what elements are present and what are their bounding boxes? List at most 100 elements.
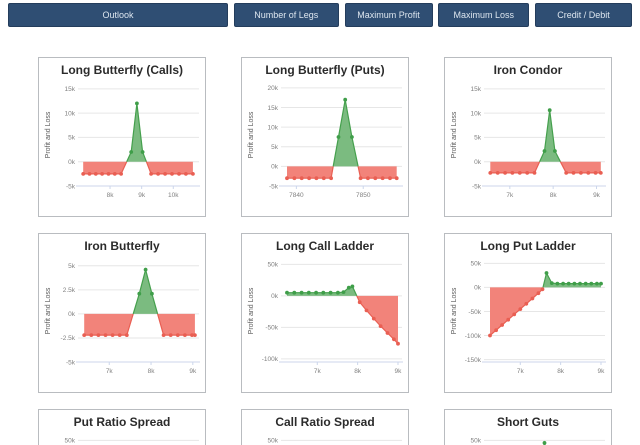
y-tick-label: 5k	[474, 135, 482, 142]
data-point	[336, 290, 340, 295]
data-point	[500, 323, 504, 327]
data-point	[163, 172, 167, 176]
data-point	[329, 176, 333, 181]
chart-title: Long Call Ladder	[275, 239, 374, 253]
x-tick-label: 8k	[550, 192, 558, 199]
y-tick-label: 50k	[268, 438, 279, 445]
x-tick-label: 7k	[506, 192, 514, 199]
data-point	[392, 337, 396, 342]
x-tick-label: 8k	[107, 192, 115, 199]
data-point	[184, 172, 188, 176]
data-point	[378, 324, 383, 328]
y-tick-label: -5k	[472, 183, 482, 190]
data-point	[89, 333, 94, 337]
loss-area	[287, 166, 334, 179]
chart-title: Short Guts	[497, 415, 559, 429]
y-tick-label: 15k	[65, 86, 76, 93]
outlook-button[interactable]: Outlook	[8, 3, 228, 27]
data-point	[388, 176, 392, 181]
data-point	[540, 287, 545, 292]
data-point	[341, 290, 346, 294]
data-point	[314, 290, 318, 295]
y-tick-label: -50k	[265, 325, 278, 332]
data-point	[366, 176, 370, 181]
x-tick-label: 8k	[148, 368, 156, 375]
payoff-chart: 50k 0k -50k -100k -150k Profit and Loss 7k 8k 9k	[451, 261, 606, 375]
data-point	[578, 281, 582, 286]
data-point	[396, 341, 400, 346]
data-point	[93, 172, 98, 176]
data-point	[129, 150, 134, 154]
y-tick-label: 2.5k	[63, 287, 76, 294]
chart-title: Iron Butterfly	[84, 239, 160, 253]
credit-debit-button[interactable]: Credit / Debit	[535, 3, 632, 27]
data-point	[306, 290, 311, 295]
y-tick-label: 5k	[271, 144, 279, 151]
profit-area	[333, 99, 359, 167]
data-point	[549, 281, 554, 285]
y-tick-label: 50k	[471, 438, 482, 445]
data-point	[571, 171, 576, 175]
payoff-chart: 5k 2.5k 0k -2.5k -5k Profit and Loss 7k 8k 9k	[45, 263, 200, 375]
strategy-card[interactable]: Long Put Ladder 50k 0k -50k -100k -150k Profit…	[444, 233, 612, 393]
y-tick-label: 0k	[474, 159, 482, 166]
data-point	[598, 171, 603, 175]
y-axis-title: Profit and Loss	[248, 111, 255, 158]
data-point	[555, 281, 560, 286]
x-tick-label: 7840	[289, 192, 304, 199]
data-point	[177, 172, 181, 176]
maximum-loss-button[interactable]: Maximum Loss	[438, 3, 530, 27]
profit-area	[287, 286, 357, 296]
chart-title: Call Ratio Spread	[275, 415, 375, 429]
data-point	[117, 333, 122, 337]
data-point	[589, 281, 594, 286]
strategy-card[interactable]: Long Butterfly (Puts) 20k 15k 10k 5k 0k -5k Pro…	[241, 57, 409, 217]
chart-title: Put Ratio Spread	[73, 415, 171, 429]
strategy-card[interactable]: Iron Butterfly 5k 2.5k 0k -2.5k -5k Profit and…	[38, 233, 206, 393]
data-point	[161, 333, 166, 337]
payoff-chart: 15k 10k 5k 0k -5k Profit and Loss 7k 8k 9k	[451, 86, 606, 199]
maximum-profit-button[interactable]: Maximum Profit	[344, 3, 433, 27]
x-tick-label: 9k	[593, 192, 601, 199]
y-tick-label: 5k	[68, 263, 76, 270]
data-point	[532, 171, 537, 175]
x-tick-label: 9k	[598, 368, 606, 375]
data-point	[566, 281, 571, 286]
strategy-card[interactable]: Long Call Ladder 50k 0k -50k -100k Profit and…	[241, 233, 409, 393]
number-of-legs-button[interactable]: Number of Legs	[233, 3, 339, 27]
strategy-card[interactable]: Iron Condor 15k 10k 5k 0k -5k Profit and Loss 7…	[444, 57, 612, 217]
data-point	[328, 290, 333, 295]
data-point	[385, 331, 390, 335]
data-point	[106, 172, 111, 176]
y-tick-label: 0k	[474, 285, 482, 292]
payoff-chart: 50k 0k -50k -100k Profit and Loss 7k 8k 9k	[248, 262, 403, 375]
strategy-card[interactable]: Long Butterfly (Calls) 15k 10k 5k 0k -5k Profi…	[38, 57, 206, 217]
data-point	[358, 176, 363, 181]
data-point	[110, 333, 115, 337]
x-tick-label: 7k	[314, 368, 322, 375]
x-tick-label: 7850	[356, 192, 371, 199]
data-point	[140, 150, 145, 154]
loss-area	[146, 161, 193, 174]
data-point	[87, 172, 92, 176]
x-tick-label: 7k	[517, 368, 525, 375]
data-point	[525, 171, 530, 175]
x-tick-label: 9k	[189, 368, 197, 375]
loss-area	[83, 161, 127, 174]
data-point	[81, 172, 86, 176]
y-tick-label: 0k	[68, 159, 76, 166]
data-point	[143, 267, 148, 272]
y-tick-label: 50k	[65, 438, 76, 445]
data-point	[150, 291, 154, 296]
data-point	[517, 171, 522, 175]
data-point	[599, 281, 603, 286]
x-tick-label: 7k	[106, 368, 114, 375]
payoff-chart: 15k 10k 5k 0k -5k Profit and Loss 8k 9k 10k	[45, 86, 200, 199]
data-point	[299, 176, 304, 181]
data-point	[364, 308, 369, 313]
profit-area	[133, 269, 158, 314]
data-point	[564, 171, 569, 175]
